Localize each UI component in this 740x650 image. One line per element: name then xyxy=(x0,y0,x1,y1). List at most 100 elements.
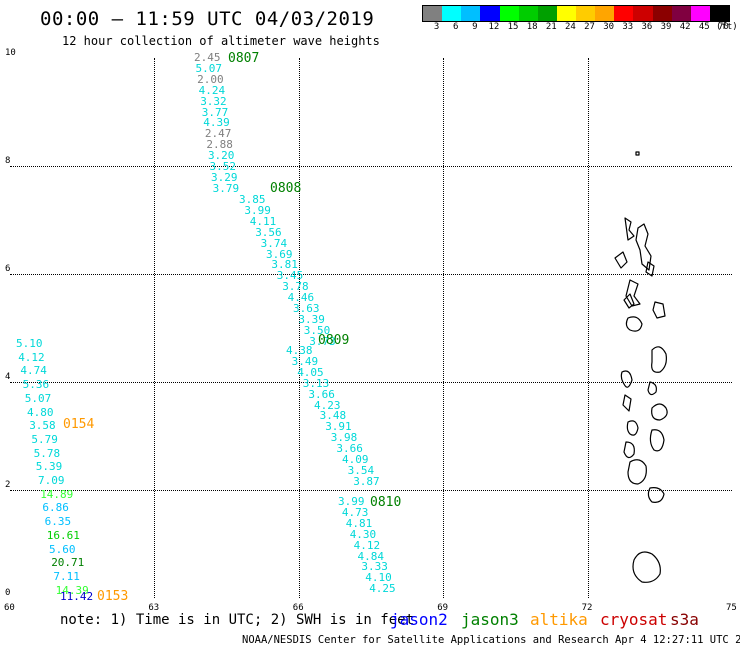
wave-height-value: 4.84 xyxy=(357,549,385,563)
footnote: note: 1) Time is in UTC; 2) SWH is in fe… xyxy=(60,612,415,628)
wave-height-value: 3.78 xyxy=(282,280,309,294)
wave-height-value: 3.49 xyxy=(291,354,319,368)
color-scale-label: 12 xyxy=(488,22,500,32)
wave-height-value: 3.13 xyxy=(302,376,330,390)
wave-height-value: 16.61 xyxy=(46,528,80,542)
wave-height-value: 4.38 xyxy=(286,344,313,357)
wave-height-value: 4.24 xyxy=(198,83,226,97)
island-outline xyxy=(652,301,666,319)
color-scale-label: 70 xyxy=(718,22,729,32)
wave-height-value: 5.79 xyxy=(31,432,58,446)
island-outline xyxy=(651,403,668,421)
wave-height-value: 4.81 xyxy=(345,516,373,530)
wave-height-value: 4.12 xyxy=(18,350,45,364)
island-outline xyxy=(624,217,635,241)
longitude-tick-label: 66 xyxy=(292,603,304,613)
island-outline xyxy=(623,441,635,459)
island-outline xyxy=(626,420,639,436)
pass-time-label: 0809 xyxy=(318,333,350,348)
page-title: 00:00 — 11:59 UTC 04/03/2019 xyxy=(40,8,375,30)
color-scale-label: 9 xyxy=(472,22,478,32)
longitude-gridline xyxy=(587,58,589,598)
wave-height-value: 5.36 xyxy=(22,378,50,392)
legend-item-altika: altika xyxy=(530,610,588,629)
wave-height-value: 5.78 xyxy=(33,446,61,460)
wave-height-value: 3.91 xyxy=(325,420,352,434)
wave-height-value: 3.63 xyxy=(293,302,320,315)
island-outline xyxy=(651,346,667,373)
pass-time-label: 0153 xyxy=(97,589,129,604)
wave-height-value: 5.07 xyxy=(195,61,223,75)
latitude-gridline xyxy=(10,490,732,491)
credit-line: NOAA/NESDIS Center for Satellite Applica… xyxy=(242,634,740,646)
latitude-tick-label: 6 xyxy=(5,264,11,274)
wave-height-value: 3.66 xyxy=(336,442,363,456)
island-outline xyxy=(645,261,655,277)
wave-height-value: 4.09 xyxy=(342,453,369,466)
wave-height-value: 7.09 xyxy=(38,474,65,487)
pass-time-label: 0810 xyxy=(370,495,402,510)
island-outline xyxy=(647,381,657,396)
color-scale-label: 45 xyxy=(698,22,710,32)
wave-height-value: 4.10 xyxy=(365,571,392,585)
color-swatch xyxy=(518,6,538,21)
wave-height-value: 6.35 xyxy=(44,515,72,529)
wave-height-value: 2.88 xyxy=(206,138,233,152)
wave-height-value: 3.29 xyxy=(211,170,238,184)
island-outline xyxy=(620,370,633,388)
wave-height-value: 5.07 xyxy=(24,391,52,405)
wave-height-value: 3.74 xyxy=(260,236,288,250)
wave-height-value: 4.39 xyxy=(203,116,230,130)
longitude-gridline xyxy=(443,58,445,598)
latitude-tick-label: 10 xyxy=(5,48,16,58)
page-subtitle: 12 hour collection of altimeter wave hei… xyxy=(62,34,380,48)
color-swatch xyxy=(537,6,557,21)
wave-height-value: 3.32 xyxy=(200,94,227,108)
color-scale-label: 6 xyxy=(452,22,459,32)
color-scale-label: 27 xyxy=(584,22,595,32)
wave-height-value: 3.66 xyxy=(308,387,335,401)
color-swatch xyxy=(556,6,576,21)
wave-height-value: 4.05 xyxy=(297,365,324,379)
latitude-gridline xyxy=(10,274,732,275)
color-scale-label: 30 xyxy=(603,22,615,32)
longitude-tick-label: 60 xyxy=(4,603,15,613)
wave-height-value: 5.10 xyxy=(16,337,43,350)
island-outline xyxy=(625,279,641,307)
wave-height-value: 3.50 xyxy=(303,323,331,337)
wave-height-value: 3.81 xyxy=(271,258,298,272)
wave-height-value: 3.56 xyxy=(255,225,282,239)
latitude-tick-label: 8 xyxy=(5,156,11,166)
island-outline xyxy=(623,293,635,309)
island-outline xyxy=(627,459,647,485)
wave-height-value: 4.80 xyxy=(27,405,54,419)
island-outline xyxy=(635,151,640,156)
wave-height-value: 3.39 xyxy=(298,312,325,326)
wave-height-value: 4.73 xyxy=(341,505,369,519)
wave-height-value: 3.69 xyxy=(266,247,293,261)
legend-item-jason3: jason3 xyxy=(461,610,519,629)
island-outline xyxy=(622,394,632,412)
island-outline xyxy=(647,487,665,503)
wave-height-value: 3.73 xyxy=(309,334,336,348)
legend-item-jason2: jason2 xyxy=(390,610,448,629)
wave-height-color-scale xyxy=(422,5,730,22)
latitude-gridline xyxy=(10,382,732,383)
wave-height-value: 3.98 xyxy=(330,431,358,445)
latitude-tick-label: 0 xyxy=(5,588,11,598)
color-swatch xyxy=(633,6,653,21)
color-scale-label: 42 xyxy=(679,22,691,32)
color-swatch xyxy=(690,6,710,21)
wave-height-value: 14.39 xyxy=(55,583,89,597)
wave-height-value: 4.46 xyxy=(287,291,315,305)
color-swatch xyxy=(461,6,481,21)
color-scale-label: 21 xyxy=(545,22,557,32)
island-outline xyxy=(649,429,665,452)
wave-height-value: 3.77 xyxy=(201,105,229,119)
pass-time-label: 0154 xyxy=(63,417,95,432)
wave-height-value: 4.12 xyxy=(353,538,381,552)
wave-height-value: 3.85 xyxy=(239,193,266,206)
wave-height-value: 7.11 xyxy=(53,569,80,583)
